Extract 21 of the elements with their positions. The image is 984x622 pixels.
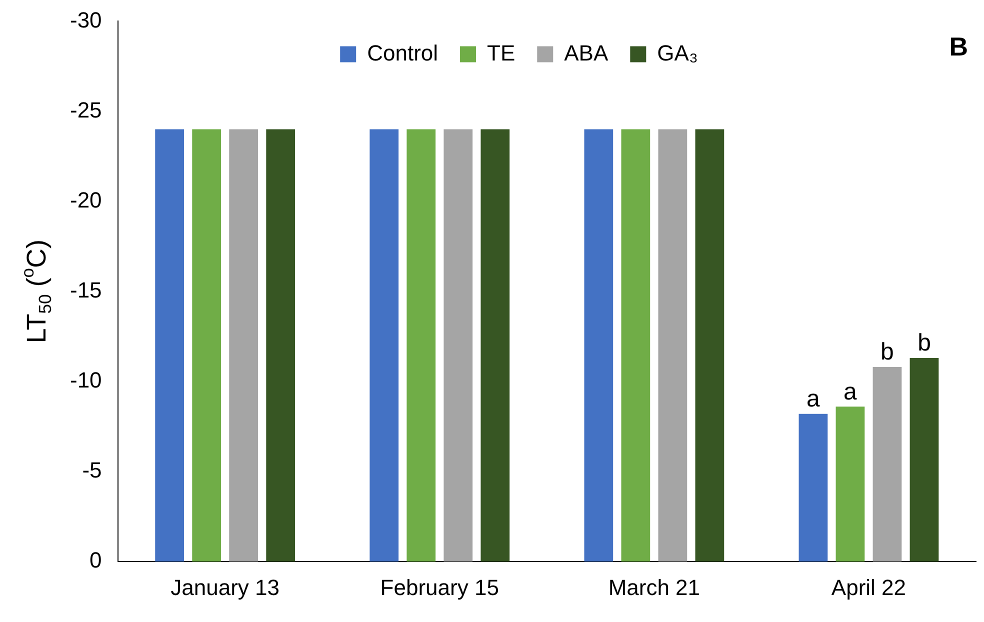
y-tick-label: -25: [70, 97, 102, 122]
y-axis-title: LT50 (oC): [17, 240, 55, 344]
x-tick-label: February 15: [380, 574, 499, 600]
data-label: b: [880, 338, 894, 366]
y-tick-label: -30: [70, 7, 102, 32]
y-tick-label: -20: [70, 187, 102, 212]
data-label: b: [918, 330, 931, 357]
legend-label: GA₃: [657, 40, 698, 66]
x-tick-label: January 13: [170, 574, 280, 600]
annotation: B: [949, 31, 968, 62]
legend-label: ABA: [564, 40, 608, 66]
data-label: a: [844, 378, 858, 406]
legend-label: TE: [487, 40, 516, 66]
y-tick-label: -5: [82, 458, 102, 483]
x-tick-label: March 21: [608, 574, 700, 600]
x-tick-label: April 22: [831, 574, 906, 600]
legend-label: Control: [367, 40, 438, 66]
y-tick-label: -15: [70, 277, 102, 302]
y-tick-label: -10: [70, 368, 102, 393]
y-tick-label: 0: [90, 548, 102, 573]
data-label: a: [806, 386, 821, 413]
